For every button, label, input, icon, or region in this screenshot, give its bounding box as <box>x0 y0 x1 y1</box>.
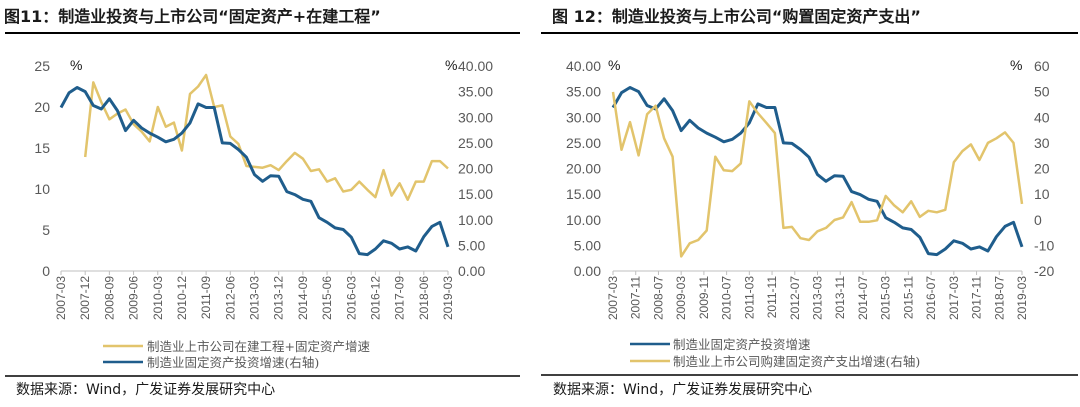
left-axis-tick-label: 5.00 <box>574 237 601 253</box>
left-axis-unit: % <box>608 57 620 73</box>
x-tick-label: 2011-11 <box>765 276 779 319</box>
x-tick-label: 2007-03 <box>606 276 620 320</box>
x-tick-label: 2009-03 <box>674 276 688 320</box>
x-tick-label: 2010-07 <box>720 276 734 320</box>
right-axis-tick-label: 35.00 <box>458 84 493 100</box>
left-axis-tick-label: 30.00 <box>566 109 601 125</box>
x-tick-label: 2007-03 <box>54 276 68 320</box>
x-tick-label: 2010-12 <box>175 276 189 320</box>
left-axis-tick-label: 20.00 <box>566 161 601 177</box>
x-tick-label: 2017-11 <box>970 276 984 319</box>
right-axis-tick-label: 30 <box>1034 135 1050 151</box>
x-tick-label: 2019-03 <box>1015 276 1029 320</box>
x-tick-label: 2015-03 <box>879 276 893 320</box>
right-axis-tick-label: 0 <box>1034 212 1042 228</box>
plot-layer: 0 5 10 15 20 25 0.00 5.00 10.00 15.00 20.00 25.00 30… <box>34 58 1054 320</box>
left-axis-tick-label: 20 <box>34 99 50 115</box>
x-tick-label: 2007-12 <box>78 276 92 320</box>
left-axis-unit: % <box>70 57 82 73</box>
chart-11-title: 图11：制造业投资与上市公司“固定资产+在建工程” <box>4 7 381 26</box>
source-note: 数据来源：Wind，广发证券发展研究中心 <box>16 382 275 398</box>
right-axis-tick-label: 10 <box>1034 186 1050 202</box>
x-tick-label: 2016-07 <box>924 276 938 320</box>
left-axis-tick-label: 15.00 <box>566 186 601 202</box>
x-tick-label: 2009-06 <box>127 276 141 320</box>
right-axis-tick-label: 0.00 <box>458 263 485 279</box>
series-line-blue <box>59 86 450 257</box>
left-axis-tick-label: 25 <box>34 58 50 74</box>
x-tick-label: 2011-09 <box>199 276 213 319</box>
x-tick-label: 2016-03 <box>344 276 358 320</box>
x-tick-label: 2013-11 <box>833 276 847 319</box>
legend-label: 制造业固定资产投资增速 <box>673 337 811 352</box>
x-tick-label: 2009-11 <box>697 276 711 319</box>
x-tick-label: 2018-06 <box>417 276 431 320</box>
left-axis-tick-label: 10 <box>34 181 50 197</box>
x-tick-label: 2012-07 <box>788 276 802 320</box>
series-line-gold <box>611 91 1024 258</box>
x-tick-label: 2013-12 <box>272 276 286 320</box>
right-axis-tick-label: 10.00 <box>458 212 493 228</box>
right-axis-tick-label: 15.00 <box>458 186 493 202</box>
x-tick-label: 2012-06 <box>223 276 237 320</box>
right-axis-unit: % <box>445 57 457 73</box>
x-tick-label: 2014-09 <box>296 276 310 320</box>
left-axis-tick-label: 0.00 <box>574 263 601 279</box>
legend-label: 制造业上市公司购建固定资产支出增速(右轴) <box>673 354 920 369</box>
legend-label: 制造业上市公司在建工程+固定资产增速 <box>147 339 370 354</box>
x-tick-label: 2019-03 <box>441 276 455 320</box>
chart-11: 图11：制造业投资与上市公司“固定资产+在建工程” % % 制造业上市公司在建工… <box>4 7 520 398</box>
left-axis-tick-label: 35.00 <box>566 84 601 100</box>
x-tick-label: 2017-09 <box>393 276 407 320</box>
chart-12-title: 图 12：制造业投资与上市公司“购置固定资产支出” <box>552 7 921 26</box>
x-tick-label: 2015-11 <box>901 276 915 319</box>
x-tick-label: 2014-07 <box>856 276 870 320</box>
right-axis-tick-label: 40 <box>1034 109 1050 125</box>
left-axis-tick-label: 25.00 <box>566 135 601 151</box>
x-tick-label: 2016-12 <box>368 276 382 320</box>
right-axis-tick-label: -10 <box>1034 237 1054 253</box>
right-axis-tick-label: 40.00 <box>458 58 493 74</box>
x-tick-label: 2018-07 <box>992 276 1006 320</box>
source-note: 数据来源：Wind，广发证券发展研究中心 <box>553 382 812 398</box>
right-axis-tick-label: 30.00 <box>458 109 493 125</box>
x-tick-label: 2008-09 <box>102 276 116 320</box>
x-tick-label: 2015-06 <box>320 276 334 320</box>
x-tick-label: 2013-03 <box>811 276 825 320</box>
right-axis-tick-label: 5.00 <box>458 237 485 253</box>
right-axis-tick-label: 20.00 <box>458 161 493 177</box>
series-line-gold <box>83 73 449 201</box>
right-axis-tick-label: -20 <box>1034 263 1054 279</box>
left-axis-tick-label: 0 <box>42 263 50 279</box>
x-tick-label: 2007-11 <box>629 276 643 319</box>
x-tick-label: 2017-03 <box>947 276 961 320</box>
left-axis-tick-label: 10.00 <box>566 212 601 228</box>
x-tick-label: 2013-03 <box>248 276 262 320</box>
right-axis-unit: % <box>1010 57 1022 73</box>
chart-12: 图 12：制造业投资与上市公司“购置固定资产支出” % % 制造业固定资产投资增… <box>541 7 1078 398</box>
right-axis-tick-label: 20 <box>1034 161 1050 177</box>
left-axis-tick-label: 5 <box>42 222 50 238</box>
left-axis-tick-label: 40.00 <box>566 58 601 74</box>
legend-label: 制造业固定资产投资增速(右轴) <box>147 355 319 370</box>
series-line-blue <box>611 86 1024 257</box>
x-tick-label: 2011-03 <box>742 276 756 319</box>
left-axis-tick-label: 15 <box>34 140 50 156</box>
right-axis-tick-label: 60 <box>1034 58 1050 74</box>
x-tick-label: 2008-07 <box>651 276 665 320</box>
right-axis-tick-label: 50 <box>1034 84 1050 100</box>
x-tick-label: 2010-03 <box>151 276 165 320</box>
right-axis-tick-label: 25.00 <box>458 135 493 151</box>
